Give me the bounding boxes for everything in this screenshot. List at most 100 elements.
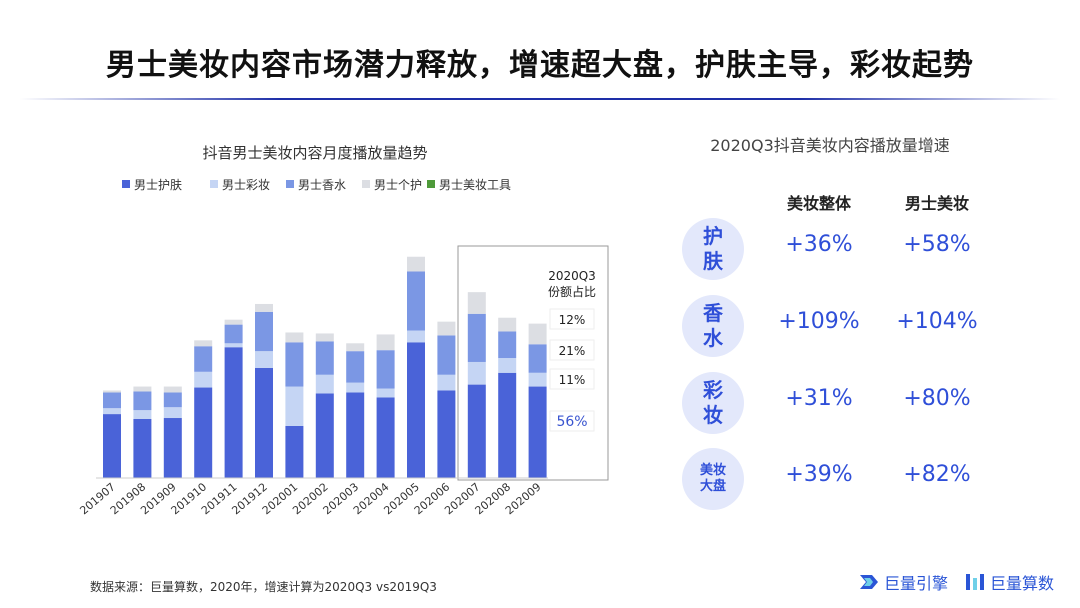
legend-swatch [427, 180, 435, 188]
bar-segment [103, 414, 121, 478]
bar-segment [255, 311, 273, 352]
bar-segment [467, 292, 486, 314]
chart-legend: 男士护肤 男士彩妆 男士香水 男士个护 男士美妆工具 [122, 177, 511, 192]
bar-segment [194, 387, 213, 478]
bar-segment [103, 390, 121, 393]
bar-segment [194, 371, 213, 388]
bar-segment [103, 392, 121, 409]
chart-title: 抖音男士美妆内容月度播放量趋势 [202, 144, 427, 162]
growth-row-makeup: 彩 妆 +31% +80% [682, 372, 1002, 442]
bar-segment [133, 391, 152, 411]
bar-segment [163, 386, 182, 393]
bar-segment [285, 386, 304, 426]
growth-overall-value: +36% [785, 232, 853, 257]
share-box [549, 308, 595, 330]
bars-group [103, 256, 547, 478]
bar-segment [467, 361, 486, 385]
bar-segment [498, 331, 517, 359]
stacked-bar-chart: 抖音男士美妆内容月度播放量趋势 男士护肤 男士彩妆 男士香水 男士个护 男士美妆工具 2… [77, 144, 609, 517]
page-title: 男士美妆内容市场潜力释放，增速超大盘，护肤主导，彩妆起势 [106, 48, 974, 83]
q3-highlight-box [457, 245, 609, 481]
bar-segment [437, 390, 456, 478]
bar-segment [285, 425, 304, 478]
bar-segment [528, 323, 547, 345]
bar-segment [376, 388, 395, 398]
ocean-engine-logo: 巨量引擎 [858, 570, 948, 594]
bar-segment [467, 313, 486, 362]
annotation-label: 份额占比 [548, 284, 596, 299]
legend-label: 男士彩妆 [222, 178, 270, 192]
bar-segment [224, 324, 243, 344]
bar-segment [224, 347, 243, 478]
bar-segment [376, 334, 395, 351]
bar-segment [498, 372, 517, 478]
bar-segment [133, 419, 152, 478]
share-box [549, 368, 595, 390]
share-value: 12% [559, 313, 586, 327]
share-box [549, 339, 595, 361]
bar-segment [407, 342, 425, 478]
bar-segment [528, 372, 547, 387]
bar-segment [315, 374, 334, 394]
growth-overall-value: +39% [785, 462, 853, 487]
bar-segment [133, 410, 152, 419]
growth-men-value: +82% [903, 462, 971, 487]
legend-swatch [210, 180, 218, 188]
bar-segment [528, 386, 547, 478]
bar-segment [346, 382, 365, 393]
growth-overall-value: +31% [785, 386, 853, 411]
data-source-note: 数据来源：巨量算数，2020年，增速计算为2020Q3 vs2019Q3 [90, 580, 437, 594]
logo2-text: 巨量算数 [990, 574, 1055, 593]
bar-segment [133, 386, 152, 392]
legend-swatch [122, 180, 130, 188]
ocean-data-logo: 巨量算数 [964, 570, 1054, 594]
category-circle: 彩 妆 [682, 372, 744, 434]
legend-label: 男士美妆工具 [439, 178, 511, 192]
bar-segment [285, 332, 304, 343]
bar-segment [437, 374, 456, 391]
share-value: 21% [559, 344, 586, 358]
bar-segment [285, 342, 304, 387]
bar-segment [255, 367, 273, 478]
growth-row-skincare: 护 肤 +36% +58% [682, 218, 1002, 288]
bar-segment [498, 358, 517, 373]
share-value: 11% [559, 373, 586, 387]
bar-segment [437, 321, 456, 336]
bar-segment [346, 392, 365, 478]
bar-segment [194, 340, 213, 347]
bar-segment [315, 393, 334, 478]
category-circle: 美妆 大盘 [682, 448, 744, 510]
annotation-label: 2020Q3 [548, 269, 596, 283]
legend-label: 男士香水 [298, 178, 346, 192]
bar-segment [103, 408, 121, 415]
legend-swatch [286, 180, 294, 188]
bar-segment [528, 344, 547, 373]
bar-segment [407, 256, 425, 272]
bar-segment [498, 317, 517, 332]
bar-segment [224, 343, 243, 348]
growth-row-perfume: 香 水 +109% +104% [682, 295, 1002, 365]
bar-segment [407, 330, 425, 343]
bar-segment [255, 303, 273, 312]
growth-title: 2020Q3抖音美妆内容播放量增速 [710, 136, 950, 155]
growth-men-value: +104% [896, 309, 978, 334]
bar-segment [346, 343, 365, 352]
bar-segment [255, 351, 273, 368]
bar-segment [407, 271, 425, 331]
bar-segment [437, 335, 456, 375]
category-circle: 护 肤 [682, 218, 744, 280]
growth-overall-value: +109% [778, 309, 860, 334]
bar-segment [163, 418, 182, 478]
bar-segment [376, 397, 395, 478]
bar-segment [376, 350, 395, 389]
legend-swatch [362, 180, 370, 188]
growth-men-value: +58% [903, 232, 971, 257]
bar-segment [346, 351, 365, 383]
share-box [549, 410, 595, 432]
bar-segment [315, 333, 334, 342]
bar-segment [315, 341, 334, 375]
col-head-men: 男士美妆 [904, 194, 969, 213]
bar-segment [467, 384, 486, 478]
category-circle: 香 水 [682, 295, 744, 357]
